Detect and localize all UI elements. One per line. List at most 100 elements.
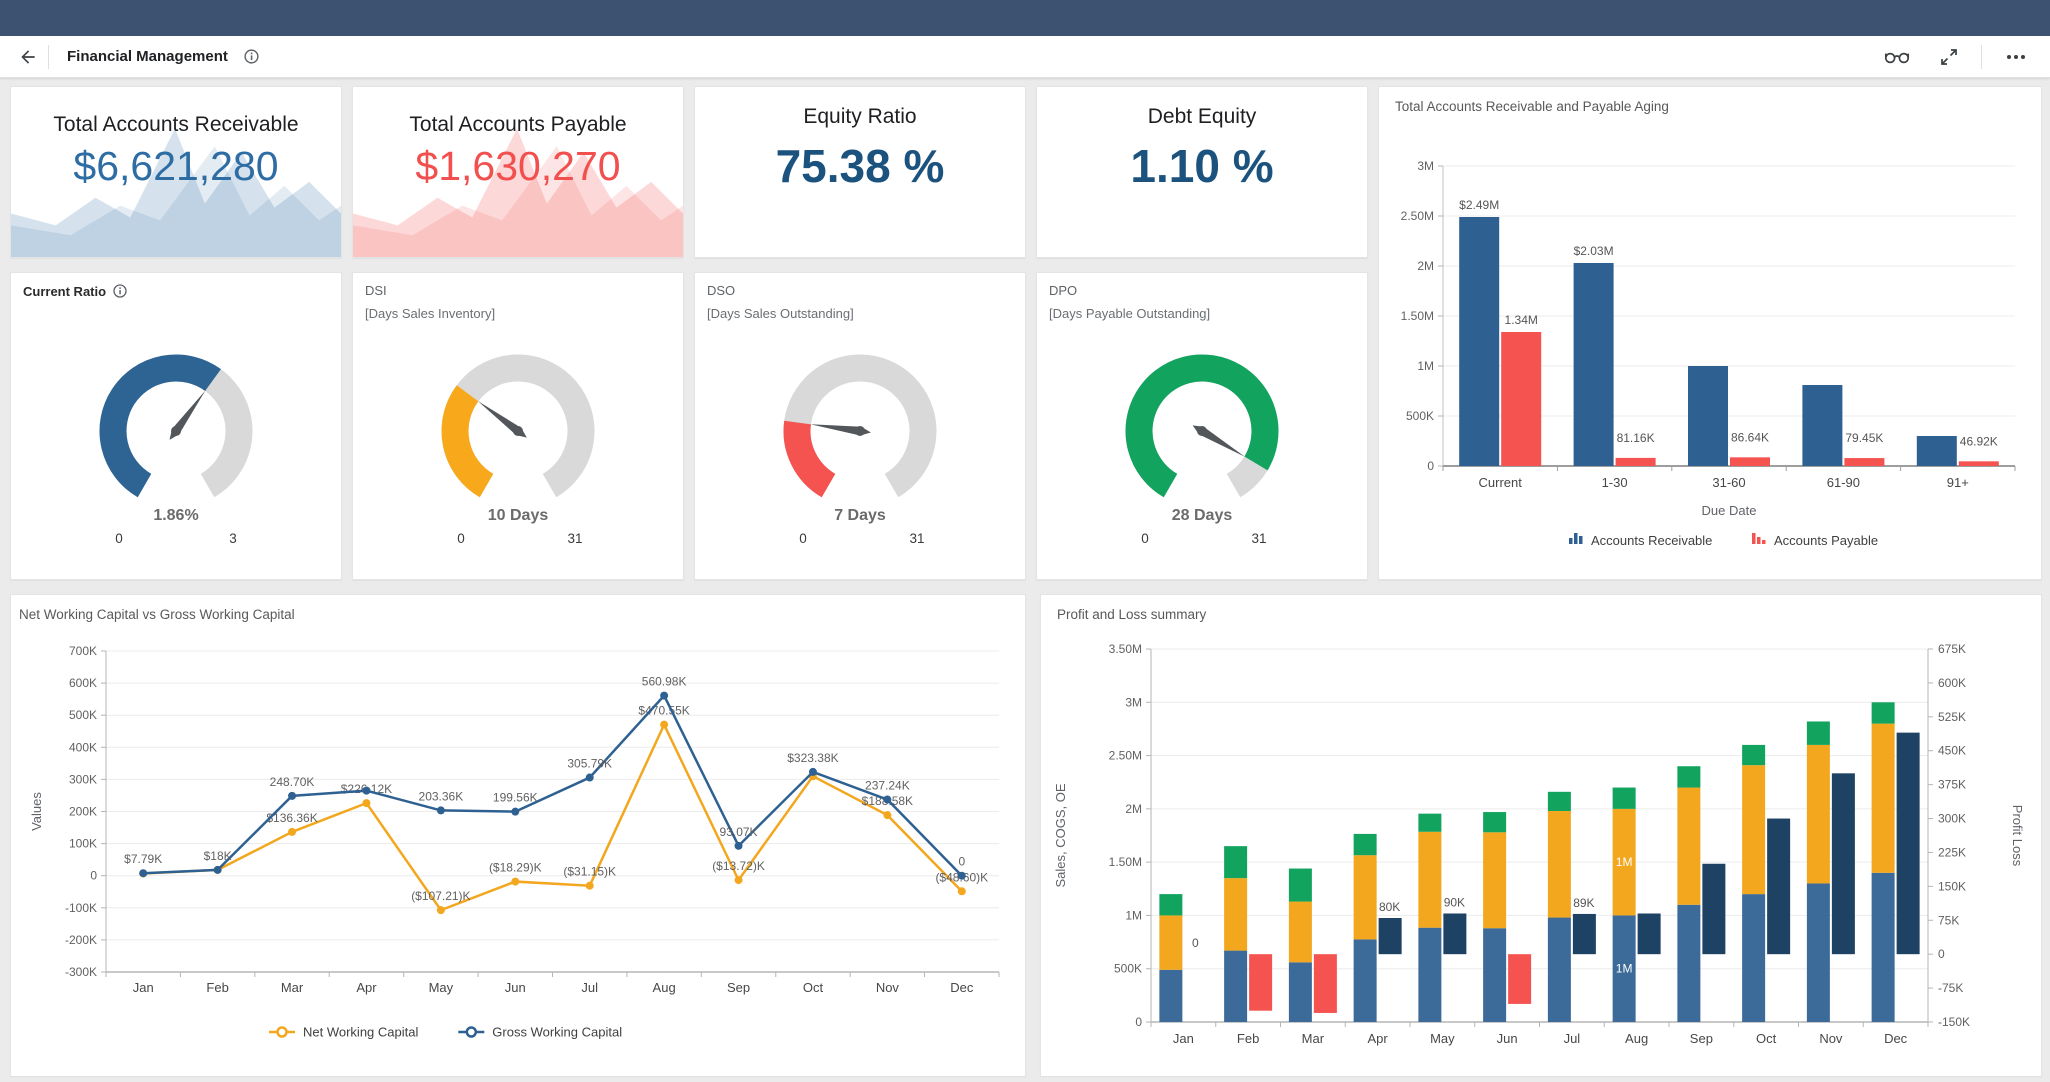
svg-text:91+: 91+ — [1947, 475, 1969, 490]
kpi-title: Debt Equity — [1147, 105, 1257, 128]
gauge-svg: 28 Days 0 31 — [1125, 354, 1279, 546]
svg-text:$2.03M: $2.03M — [1574, 244, 1614, 258]
gauge-card-dpo[interactable]: DPO [Days Payable Outstanding] 28 Days 0… — [1036, 272, 1368, 580]
back-button[interactable] — [8, 37, 48, 77]
svg-text:86.64K: 86.64K — [1731, 430, 1769, 444]
svg-text:1M: 1M — [1616, 855, 1633, 869]
info-icon[interactable] — [112, 283, 128, 299]
svg-text:($107.21)K: ($107.21)K — [411, 889, 470, 903]
svg-text:-200K: -200K — [65, 933, 97, 947]
svg-text:79.45K: 79.45K — [1845, 431, 1883, 445]
ellipsis-icon — [2007, 54, 2025, 59]
svg-text:0: 0 — [958, 855, 965, 869]
svg-text:0: 0 — [799, 531, 807, 546]
dashboard-info-button[interactable] — [238, 37, 266, 77]
svg-text:1.50M: 1.50M — [1109, 855, 1142, 869]
svg-text:Current: Current — [1479, 475, 1523, 490]
svg-text:100K: 100K — [69, 837, 97, 851]
svg-text:Aug: Aug — [1625, 1031, 1648, 1046]
svg-text:May: May — [1430, 1031, 1455, 1046]
view-mode-button[interactable] — [1877, 37, 1917, 77]
kpi-total-accounts-receivable[interactable]: Total Accounts Receivable $6,621,280 — [10, 86, 342, 258]
svg-text:Dec: Dec — [1884, 1031, 1908, 1046]
gauge-card-dsi[interactable]: DSI [Days Sales Inventory] 10 Days 0 31 — [352, 272, 684, 580]
svg-text:500K: 500K — [1114, 962, 1142, 976]
svg-text:90K: 90K — [1444, 895, 1465, 909]
gauge-subtitle: [Days Payable Outstanding] — [1049, 306, 1211, 321]
svg-text:305.79K: 305.79K — [567, 757, 612, 771]
svg-text:Gross Working Capital: Gross Working Capital — [492, 1025, 622, 1040]
svg-text:$7.79K: $7.79K — [124, 852, 162, 866]
svg-text:0: 0 — [90, 869, 97, 883]
kpi-equity-ratio[interactable]: Equity Ratio 75.38 % — [694, 86, 1026, 258]
svg-text:500K: 500K — [69, 708, 97, 722]
back-arrow-icon — [21, 49, 35, 64]
sparkline-decoration — [11, 128, 341, 257]
svg-text:80K: 80K — [1379, 900, 1400, 914]
svg-text:Dec: Dec — [950, 980, 974, 995]
kpi-value: $1,630,270 — [415, 143, 621, 189]
nwc-chart-svg: 700K 600K 500K 400K 300K 200K 100K 0 -100K -200K -… — [29, 644, 1000, 1040]
svg-text:May: May — [429, 980, 454, 995]
dpo-gauge[interactable]: 28 Days 0 31 — [1037, 331, 1367, 553]
gauge-title: DSI — [365, 283, 387, 298]
svg-text:150K: 150K — [1938, 879, 1966, 893]
svg-text:500K: 500K — [1406, 409, 1434, 423]
svg-text:2M: 2M — [1417, 259, 1434, 273]
svg-text:Mar: Mar — [281, 980, 304, 995]
sparkline-decoration — [353, 128, 683, 257]
kpi-value: $6,621,280 — [73, 143, 279, 189]
gauge-card-dso[interactable]: DSO [Days Sales Outstanding] 7 Days 0 31 — [694, 272, 1026, 580]
dso-gauge[interactable]: 7 Days 0 31 — [695, 331, 1025, 553]
svg-text:-150K: -150K — [1938, 1015, 1970, 1029]
svg-text:Feb: Feb — [206, 980, 228, 995]
svg-text:81.16K: 81.16K — [1617, 431, 1655, 445]
svg-text:Apr: Apr — [356, 980, 377, 995]
more-options-button[interactable] — [1996, 37, 2036, 77]
svg-text:28 Days: 28 Days — [1172, 507, 1233, 524]
svg-text:31: 31 — [1251, 531, 1266, 546]
kpi-debt-equity[interactable]: Debt Equity 1.10 % — [1036, 86, 1368, 258]
svg-text:525K: 525K — [1938, 710, 1966, 724]
svg-text:$18K: $18K — [204, 849, 232, 863]
kpi-title: Total Accounts Payable — [409, 113, 627, 136]
panel-working-capital-chart[interactable]: Net Working Capital vs Gross Working Cap… — [10, 594, 1026, 1076]
svg-text:89K: 89K — [1573, 896, 1594, 910]
svg-text:($31.15)K: ($31.15)K — [563, 865, 616, 879]
svg-text:Profit Loss: Profit Loss — [2010, 805, 2025, 867]
svg-text:203.36K: 203.36K — [419, 789, 464, 803]
svg-text:2.50M: 2.50M — [1401, 209, 1434, 223]
svg-text:199.56K: 199.56K — [493, 791, 538, 805]
svg-text:3: 3 — [229, 531, 237, 546]
aging-bar-chart[interactable]: 3M 2.50M 2M 1.50M 1M 500K 0 $2.49M 1.34M Current $… — [1379, 87, 2041, 579]
svg-text:1M: 1M — [1616, 962, 1633, 976]
gauge-subtitle: [Days Sales Outstanding] — [707, 306, 854, 321]
dsi-gauge[interactable]: 10 Days 0 31 — [353, 331, 683, 553]
working-capital-line-chart[interactable]: 700K 600K 500K 400K 300K 200K 100K 0 -100K -200K -… — [11, 595, 1025, 1076]
profit-loss-chart[interactable]: 3.50M 3M 2.50M 2M 1.50M 1M 500K 0 675K 600K 525K 45… — [1041, 595, 2041, 1076]
svg-text:Aug: Aug — [653, 980, 676, 995]
svg-text:31: 31 — [909, 531, 924, 546]
svg-text:Sep: Sep — [1690, 1031, 1713, 1046]
panel-profit-loss-chart[interactable]: Profit and Loss summary 3.50M 3M 2.50M 2M 1.… — [1040, 594, 2042, 1076]
fullscreen-button[interactable] — [1929, 37, 1969, 77]
svg-text:Jul: Jul — [1564, 1031, 1581, 1046]
svg-text:0: 0 — [1938, 947, 1945, 961]
kpi-value: 1.10 % — [1130, 140, 1274, 192]
gauge-card-current-ratio[interactable]: Current Ratio 1.86% 0 3 — [10, 272, 342, 580]
svg-text:1.86%: 1.86% — [153, 507, 198, 524]
panel-aging-chart[interactable]: Total Accounts Receivable and Payable Ag… — [1378, 86, 2042, 580]
svg-text:($13.72)K: ($13.72)K — [712, 859, 765, 873]
svg-text:225K: 225K — [1938, 845, 1966, 859]
expand-icon — [1941, 48, 1957, 65]
svg-text:Oct: Oct — [803, 980, 824, 995]
current-ratio-gauge[interactable]: 1.86% 0 3 — [11, 331, 341, 553]
chart-title: Total Accounts Receivable and Payable Ag… — [1395, 99, 1669, 114]
svg-text:1-30: 1-30 — [1602, 475, 1628, 490]
toolbar-divider — [48, 44, 49, 69]
kpi-total-accounts-payable[interactable]: Total Accounts Payable $1,630,270 — [352, 86, 684, 258]
kpi-value: 75.38 % — [775, 140, 945, 192]
svg-text:450K: 450K — [1938, 744, 1966, 758]
svg-text:560.98K: 560.98K — [642, 675, 687, 689]
svg-text:600K: 600K — [1938, 676, 1966, 690]
